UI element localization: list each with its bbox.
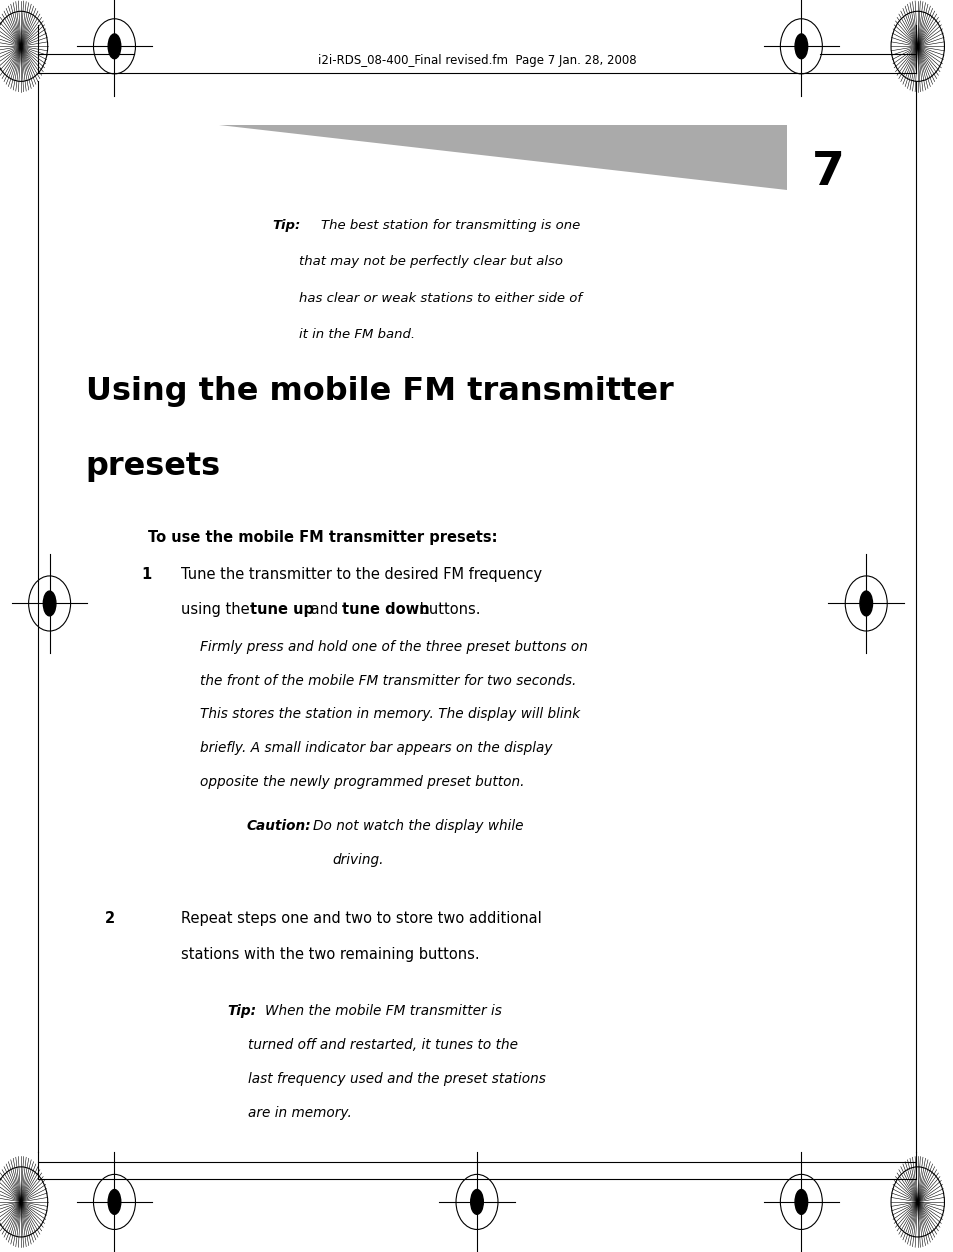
Text: the front of the mobile FM transmitter for two seconds.: the front of the mobile FM transmitter f…: [200, 674, 577, 687]
Text: it in the FM band.: it in the FM band.: [298, 328, 415, 341]
Text: i2i-RDS_08-400_Final revised.fm  Page 7 Jan. 28, 2008: i2i-RDS_08-400_Final revised.fm Page 7 J…: [317, 54, 636, 66]
Text: tune down: tune down: [342, 602, 430, 617]
Text: Tip:: Tip:: [227, 1004, 256, 1018]
Ellipse shape: [108, 34, 121, 59]
Text: buttons.: buttons.: [415, 602, 480, 617]
Text: Tip:: Tip:: [272, 219, 300, 232]
Text: stations with the two remaining buttons.: stations with the two remaining buttons.: [181, 947, 479, 962]
Text: To use the mobile FM transmitter presets:: To use the mobile FM transmitter presets…: [148, 530, 497, 545]
Text: has clear or weak stations to either side of: has clear or weak stations to either sid…: [298, 292, 581, 304]
Text: This stores the station in memory. The display will blink: This stores the station in memory. The d…: [200, 707, 579, 721]
Ellipse shape: [43, 591, 56, 616]
Text: turned off and restarted, it tunes to the: turned off and restarted, it tunes to th…: [248, 1038, 517, 1052]
Text: Do not watch the display while: Do not watch the display while: [313, 819, 523, 833]
Text: opposite the newly programmed preset button.: opposite the newly programmed preset but…: [200, 775, 524, 789]
Text: and: and: [306, 602, 343, 617]
Text: driving.: driving.: [332, 853, 383, 866]
Text: briefly. A small indicator bar appears on the display: briefly. A small indicator bar appears o…: [200, 741, 552, 755]
Text: When the mobile FM transmitter is: When the mobile FM transmitter is: [265, 1004, 501, 1018]
Ellipse shape: [794, 1189, 807, 1214]
Text: using the: using the: [181, 602, 254, 617]
Ellipse shape: [470, 1189, 483, 1214]
Text: presets: presets: [86, 451, 221, 482]
Ellipse shape: [794, 34, 807, 59]
Polygon shape: [219, 125, 786, 190]
Text: Firmly press and hold one of the three preset buttons on: Firmly press and hold one of the three p…: [200, 640, 588, 654]
Text: last frequency used and the preset stations: last frequency used and the preset stati…: [248, 1072, 545, 1085]
Ellipse shape: [859, 591, 872, 616]
Ellipse shape: [108, 1189, 121, 1214]
Text: that may not be perfectly clear but also: that may not be perfectly clear but also: [298, 255, 562, 268]
Text: 2: 2: [105, 911, 115, 926]
Text: The best station for transmitting is one: The best station for transmitting is one: [321, 219, 580, 232]
Text: tune up: tune up: [250, 602, 314, 617]
Text: Using the mobile FM transmitter: Using the mobile FM transmitter: [86, 376, 673, 407]
Text: 1: 1: [141, 567, 152, 582]
Text: Tune the transmitter to the desired FM frequency: Tune the transmitter to the desired FM f…: [181, 567, 542, 582]
Text: 7: 7: [811, 150, 843, 195]
Text: are in memory.: are in memory.: [248, 1106, 352, 1119]
Text: Repeat steps one and two to store two additional: Repeat steps one and two to store two ad…: [181, 911, 541, 926]
Text: Caution:: Caution:: [246, 819, 311, 833]
